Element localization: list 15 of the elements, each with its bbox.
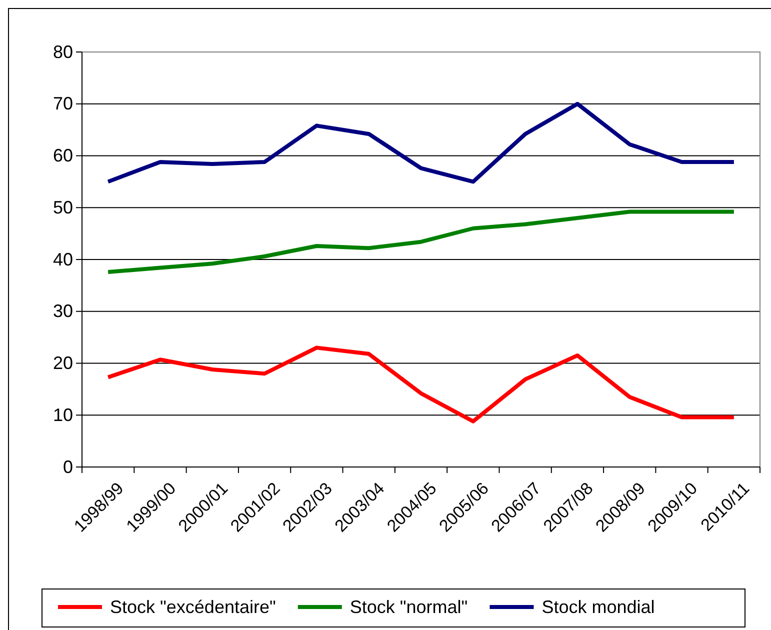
y-tick-label: 10 <box>52 404 73 425</box>
y-tick-label: 60 <box>52 146 73 166</box>
y-tick-label: 50 <box>52 197 73 218</box>
line-series <box>106 210 736 274</box>
legend-label: Stock mondial <box>542 597 655 617</box>
y-tick-label: 70 <box>52 94 73 114</box>
y-tick-label: 30 <box>52 301 73 322</box>
y-tick-label: 0 <box>62 456 73 477</box>
line-series <box>106 102 736 184</box>
legend-label: Stock "excédentaire" <box>110 597 276 617</box>
legend-label: Stock "normal" <box>350 597 468 617</box>
y-tick-label: 20 <box>52 353 73 374</box>
line-series <box>106 346 736 424</box>
y-tick-label: 80 <box>52 42 73 62</box>
y-tick-label: 40 <box>52 249 73 270</box>
